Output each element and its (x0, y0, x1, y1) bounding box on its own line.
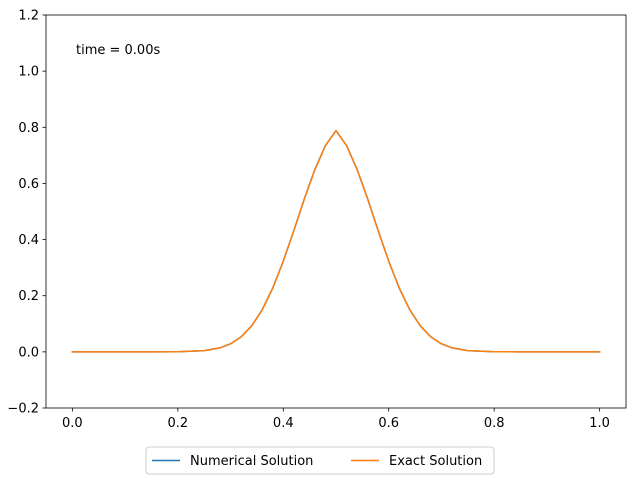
series-line-exact (71, 129, 601, 353)
y-tick-label: 0.6 (18, 177, 39, 192)
plot-area (46, 15, 626, 408)
y-tick-label: 1.2 (18, 9, 39, 24)
time-annotation: time = 0.00s (76, 43, 160, 58)
x-tick-label: 0.2 (167, 416, 188, 431)
y-tick-label: 0.0 (18, 345, 39, 360)
series-layer (71, 129, 601, 353)
x-tick-label: 0.8 (484, 416, 505, 431)
y-tick-label: −0.2 (7, 402, 39, 417)
legend-label: Exact Solution (389, 454, 482, 469)
legend: Numerical Solution Exact Solution (145, 446, 495, 475)
x-tick-label: 0.0 (62, 416, 83, 431)
axes-frame (45, 14, 627, 409)
x-tick-label: 1.0 (589, 416, 610, 431)
legend-label: Numerical Solution (190, 454, 313, 469)
legend-box (145, 446, 495, 475)
y-tick-label: 0.8 (18, 121, 39, 136)
ticks-layer: 0.0 0.2 0.4 0.6 0.8 1.0 −0.2 0.0 0.2 0.4 0.6 0.8 1.0… (7, 9, 610, 432)
y-tick-label: 0.2 (18, 289, 39, 304)
y-tick-label: 1.0 (18, 65, 39, 80)
x-tick-label: 0.4 (273, 416, 294, 431)
x-tick-label: 0.6 (378, 416, 399, 431)
y-tick-label: 0.4 (18, 233, 39, 248)
